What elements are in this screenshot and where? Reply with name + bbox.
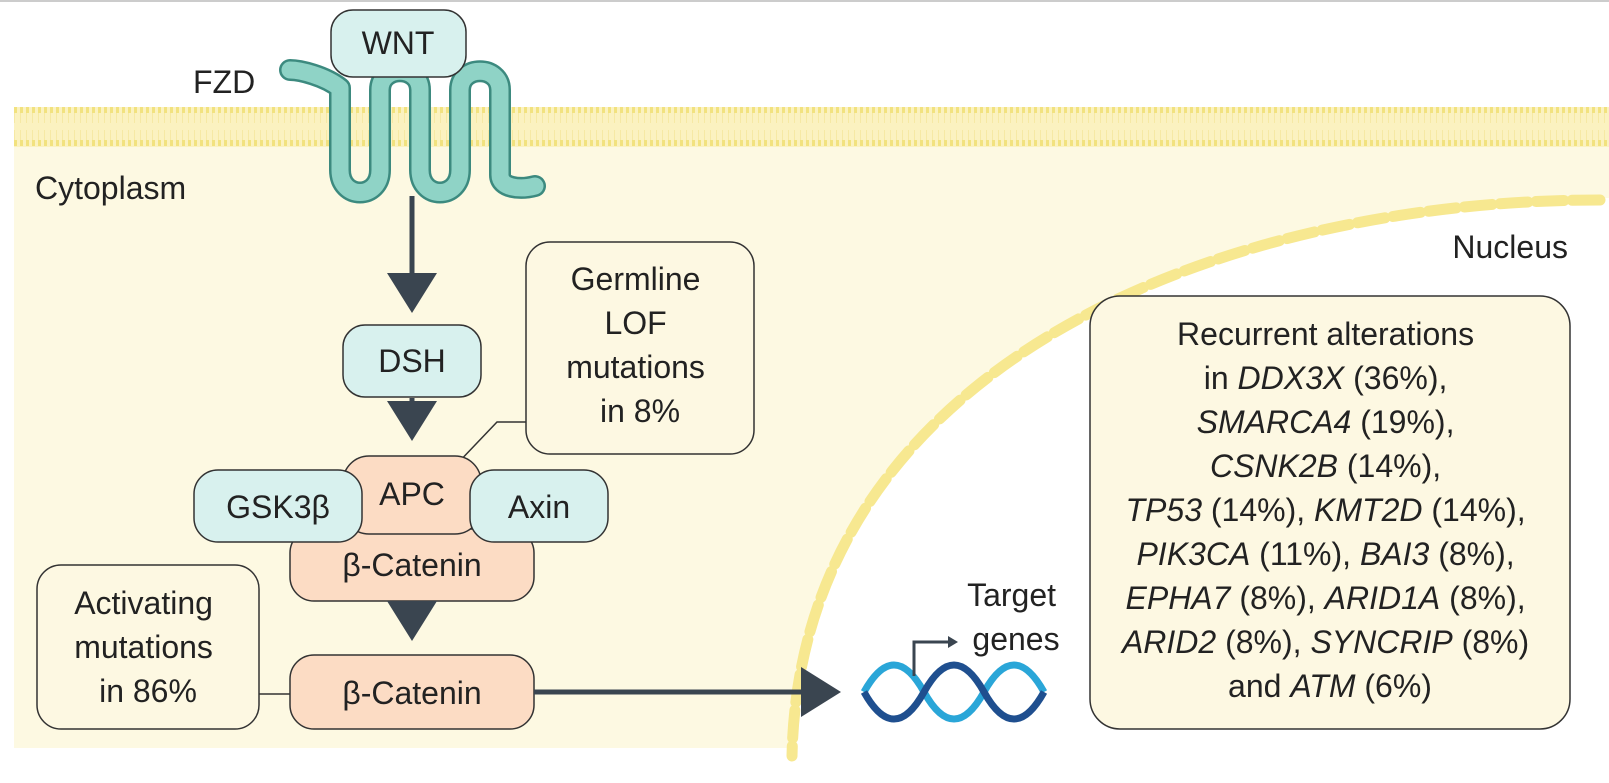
- dsh-box: [342, 324, 482, 398]
- alterations-text-segment: (6%): [1356, 668, 1432, 704]
- activating-note-box: [36, 564, 260, 730]
- alterations-text-segment: (19%),: [1351, 404, 1454, 440]
- gene-name: ARID2: [1120, 624, 1216, 660]
- alterations-text-segment: (8%),: [1440, 580, 1525, 616]
- alterations-text-segment: (8%),: [1429, 536, 1514, 572]
- alterations-text-segment: (8%): [1453, 624, 1529, 660]
- alterations-text: Recurrent alterations in DDX3X (36%), SM…: [1120, 316, 1538, 704]
- alterations-text-segment: and: [1228, 668, 1290, 704]
- wnt-label: WNT: [362, 25, 435, 61]
- alterations-text-segment: (14%),: [1202, 492, 1314, 528]
- alterations-box: [1089, 295, 1571, 730]
- alterations-text-segment: in: [1204, 360, 1238, 396]
- germline-note-line: LOF: [604, 305, 666, 341]
- alterations-text-segment: (8%),: [1216, 624, 1310, 660]
- nuclear-envelope: [786, 194, 1606, 762]
- gene-name: ATM: [1288, 668, 1356, 704]
- apc-label: APC: [379, 476, 445, 512]
- beta-catenin-active-label: β-Catenin: [342, 675, 481, 711]
- fzd-receptor: [279, 59, 546, 204]
- cell-membrane: [14, 107, 1609, 147]
- gsk3b-box: [193, 469, 363, 543]
- gene-name: TP53: [1126, 492, 1203, 528]
- gene-name: BAI3: [1360, 536, 1430, 572]
- target-genes-line: genes: [972, 621, 1059, 657]
- dsh-label: DSH: [378, 343, 446, 379]
- gene-name: EPHA7: [1126, 580, 1232, 616]
- gene-name: SMARCA4: [1197, 404, 1352, 440]
- axin-label: Axin: [508, 489, 570, 525]
- gene-name: ARID1A: [1323, 580, 1441, 616]
- target-genes-line: Target: [967, 577, 1056, 613]
- activating-note-line: in 86%: [99, 673, 197, 709]
- germline-note-line: in 8%: [600, 393, 680, 429]
- fzd-label: FZD: [193, 64, 255, 100]
- germline-note-line: Germline: [571, 261, 701, 297]
- gene-name: SYNCRIP: [1310, 624, 1453, 660]
- gsk3b-label: GSK3β: [226, 489, 330, 525]
- axin-box: [469, 469, 609, 543]
- alterations-text-segment: (14%),: [1338, 448, 1441, 484]
- germline-note-box: [525, 241, 755, 455]
- wnt-box: [330, 9, 467, 78]
- extracellular-bottom: [0, 748, 1609, 783]
- germline-note-line: mutations: [566, 349, 705, 385]
- target-genes-label: Target genes: [967, 577, 1065, 657]
- gene-name: DDX3X: [1238, 360, 1346, 396]
- nucleus-label: Nucleus: [1452, 229, 1568, 265]
- gene-name: KMT2D: [1314, 492, 1422, 528]
- germline-note-text: Germline LOF mutations in 8%: [566, 261, 714, 429]
- alterations-text-segment: (8%),: [1230, 580, 1324, 616]
- alterations-text-segment: (14%),: [1422, 492, 1525, 528]
- gene-name: CSNK2B: [1210, 448, 1338, 484]
- dna-helix: [860, 636, 1048, 723]
- activating-note-line: mutations: [74, 629, 213, 665]
- germline-note-connector: [454, 421, 527, 467]
- gene-name: PIK3CA: [1136, 536, 1250, 572]
- beta-catenin-complex-label: β-Catenin: [342, 547, 481, 583]
- alterations-heading: Recurrent alterations: [1177, 316, 1474, 352]
- activating-note-line: Activating: [74, 585, 213, 621]
- cytoplasm-label: Cytoplasm: [35, 170, 186, 206]
- alterations-text-segment: (36%),: [1344, 360, 1447, 396]
- alterations-text-segment: (11%),: [1250, 536, 1360, 572]
- activating-note-text: Activating mutations in 86%: [74, 585, 222, 709]
